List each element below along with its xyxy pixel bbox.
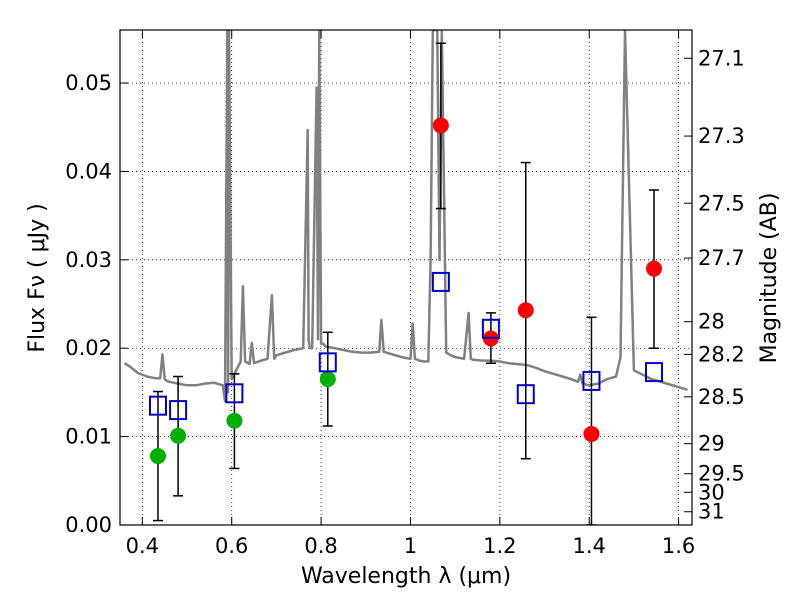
y-tick-label: 0.01	[65, 425, 112, 449]
data-point	[583, 425, 600, 442]
x-axis-label: Wavelength λ (μm)	[301, 564, 511, 589]
x-tick-label: 1	[404, 534, 417, 558]
y-tick-label: 0.04	[65, 159, 112, 183]
x-tick-label: 0.4	[126, 534, 159, 558]
data-point	[517, 302, 534, 319]
y2-tick-label: 28.5	[698, 385, 745, 409]
y-tick-label: 0.00	[65, 513, 112, 537]
y-axis-label: Flux Fν ( μJy )	[25, 203, 50, 352]
y-tick-label: 0.02	[65, 336, 112, 360]
y2-tick-label: 27.3	[698, 124, 745, 148]
x-tick-label: 1.4	[573, 534, 606, 558]
y2-tick-label: 30	[698, 480, 725, 504]
x-tick-label: 1.2	[483, 534, 516, 558]
spectrum-line	[123, 30, 688, 403]
ticks-layer: 0.4 0.6 0.8 1 1.2 1.4 1.6 0.00 0.01 0.02 0.03 0.04 0…	[65, 30, 745, 558]
y-tick-label: 0.05	[65, 71, 112, 95]
y2-tick-label: 28	[698, 310, 725, 334]
data-point	[149, 448, 166, 465]
data-point	[226, 412, 243, 429]
y2-tick-label: 27.7	[698, 246, 745, 270]
data-square	[582, 370, 601, 391]
x-tick-label: 1.6	[662, 534, 695, 558]
data-square	[318, 352, 337, 373]
y-tick-label: 0.03	[65, 248, 112, 272]
y2-tick-label: 29	[698, 432, 725, 456]
y2-tick-label: 29.5	[698, 462, 745, 486]
y2-tick-label: 28.2	[698, 342, 745, 366]
data-point	[170, 427, 187, 444]
grid	[120, 30, 692, 526]
data-square	[148, 395, 167, 416]
data-square	[481, 318, 500, 339]
data-square	[645, 362, 664, 383]
data-square	[431, 271, 450, 292]
plot-frame	[119, 29, 693, 526]
data-point	[646, 260, 663, 277]
y2-tick-label: 27.1	[698, 46, 745, 70]
y2-axis-label: Magnitude (AB)	[757, 193, 782, 364]
spectrum-layer	[123, 30, 688, 403]
data-square	[169, 400, 188, 421]
data-point	[432, 117, 449, 134]
x-tick-label: 0.6	[215, 534, 248, 558]
data-square	[225, 383, 244, 404]
data-point	[319, 371, 336, 388]
x-tick-label: 0.8	[304, 534, 337, 558]
data-square	[516, 384, 535, 405]
y2-tick-label: 27.5	[698, 191, 745, 215]
marker-layer	[148, 117, 664, 465]
y2-tick-label: 31	[698, 500, 725, 524]
